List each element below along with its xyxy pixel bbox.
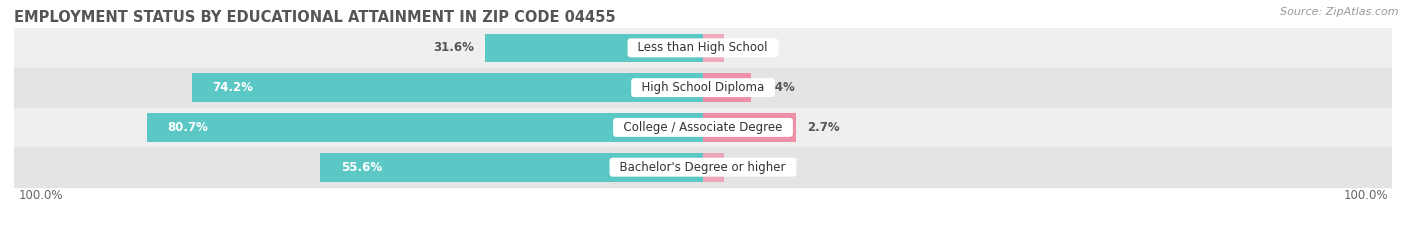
Text: 31.6%: 31.6%	[433, 41, 474, 54]
Text: 0.0%: 0.0%	[735, 41, 768, 54]
Bar	[321, 153, 703, 182]
Text: 55.6%: 55.6%	[340, 161, 382, 174]
Legend: In Labor Force, Unemployed: In Labor Force, Unemployed	[583, 230, 823, 233]
Text: College / Associate Degree: College / Associate Degree	[616, 121, 790, 134]
Bar	[148, 113, 703, 142]
Text: EMPLOYMENT STATUS BY EDUCATIONAL ATTAINMENT IN ZIP CODE 04455: EMPLOYMENT STATUS BY EDUCATIONAL ATTAINM…	[14, 10, 616, 25]
Text: Bachelor's Degree or higher: Bachelor's Degree or higher	[613, 161, 793, 174]
Text: 100.0%: 100.0%	[1343, 189, 1388, 202]
Text: 1.4%: 1.4%	[762, 81, 794, 94]
Bar	[14, 107, 1392, 147]
Text: 100.0%: 100.0%	[18, 189, 63, 202]
Text: 0.0%: 0.0%	[735, 161, 768, 174]
Text: Less than High School: Less than High School	[630, 41, 776, 54]
Text: 74.2%: 74.2%	[212, 81, 253, 94]
Bar	[703, 153, 724, 182]
Text: High School Diploma: High School Diploma	[634, 81, 772, 94]
Bar	[703, 113, 796, 142]
Text: 2.7%: 2.7%	[807, 121, 839, 134]
Bar	[485, 34, 703, 62]
Bar	[703, 34, 724, 62]
Bar	[14, 147, 1392, 187]
Bar	[703, 73, 751, 102]
Bar	[14, 28, 1392, 68]
Bar	[14, 68, 1392, 107]
Text: Source: ZipAtlas.com: Source: ZipAtlas.com	[1281, 7, 1399, 17]
Text: 80.7%: 80.7%	[167, 121, 208, 134]
Bar	[191, 73, 703, 102]
